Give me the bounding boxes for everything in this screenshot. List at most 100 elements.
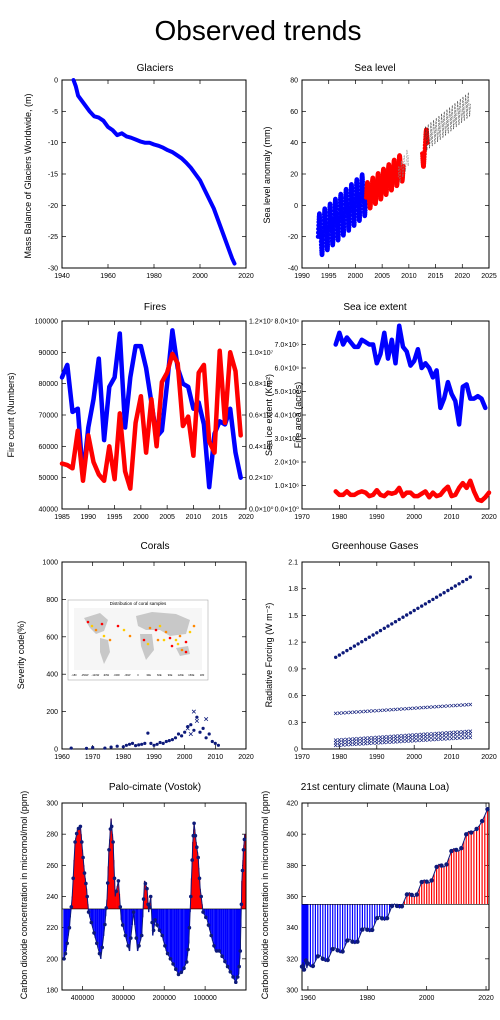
ghg-point-cfc-12 (412, 735, 417, 740)
inset-tick-label: 150E (188, 673, 194, 677)
ghg-point-co2 (334, 655, 338, 659)
sea-level-point (328, 211, 334, 217)
coral-sample-inset-map: Distribution of coral samples -180 -150W -… (67, 599, 209, 681)
y-tick-label: 1.8 (288, 586, 298, 593)
coral-point (198, 730, 202, 734)
sea-level-point (344, 197, 350, 202)
coral-outlier-marker (191, 709, 196, 714)
data-point (439, 863, 444, 868)
coral-outlier-marker (194, 718, 200, 724)
ghg-point-n2o (337, 738, 342, 742)
y-tick-label: 40 (290, 140, 298, 147)
x-tick-label: 2020 (238, 754, 254, 761)
inset-title: Distribution of coral samples (110, 601, 167, 606)
data-point (212, 944, 216, 948)
ghg-point-n2o (408, 733, 413, 737)
y-tick-label: 400 (286, 832, 298, 839)
ghg-point-n2o (423, 732, 428, 737)
data-point (137, 944, 141, 948)
plot-area: 1970 1980 1990 2000 2010 2020 0 0.3 0.6 0.9 1.2 1.5… (288, 560, 497, 762)
ghg-point-cfc-12 (416, 735, 420, 740)
data-point (89, 920, 94, 925)
x-tick-label: 2000 (406, 754, 422, 761)
ghg-point-ch4 (356, 710, 360, 714)
y-tick-label: 180 (46, 988, 58, 995)
coral-point (91, 745, 95, 750)
y-tick-label: 340 (286, 925, 298, 932)
sea-level-point (334, 206, 339, 212)
y-tick-label: 70000 (39, 413, 59, 420)
data-point (214, 949, 219, 953)
ghg-point-n2o (348, 737, 353, 741)
data-point (114, 889, 118, 894)
coral-point (170, 738, 174, 742)
ghg-point-cfc-11 (333, 743, 338, 748)
data-point (176, 972, 181, 977)
inset-sample-point (154, 628, 158, 632)
ghg-point-co2 (453, 584, 457, 588)
sea-level-point (320, 237, 326, 242)
ghg-point-co2 (363, 637, 368, 642)
data-point (151, 928, 156, 933)
sea-level-point (331, 227, 336, 232)
data-point (301, 967, 307, 972)
data-point (141, 897, 146, 901)
inset-sample-point (116, 624, 120, 628)
x-tick-label: 2020 (238, 514, 254, 521)
y-axis-label: Sea ice extent (Km²) (264, 374, 274, 456)
data-point (201, 910, 205, 914)
data-point (155, 923, 159, 927)
data-point (129, 936, 133, 940)
series-line (63, 818, 246, 984)
ghg-point-cfc-12 (438, 733, 443, 738)
data-point (239, 902, 244, 907)
ghg-point-n2o (382, 735, 387, 739)
ghg-point-co2 (345, 648, 349, 653)
panel-corals: Corals Severity code(%) 1960 1970 1980 1990… (16, 541, 254, 761)
ghg-point-n2o (356, 736, 360, 741)
y-tick-label: 3.0×10⁶ (275, 436, 300, 443)
x-tick-label: 1985 (54, 514, 70, 521)
sea-level-point (326, 236, 331, 241)
x-tick-label: 1990 (369, 754, 385, 761)
coral-point (109, 745, 113, 749)
ghg-point-n2o (449, 730, 454, 735)
coral-point (69, 746, 73, 750)
x-tick-label: 1980 (116, 754, 132, 761)
data-point (404, 892, 410, 897)
ghg-point-ch4 (389, 707, 394, 712)
inset-tick-label: 30E (146, 673, 151, 677)
ghg-point-cfc-12 (363, 738, 368, 743)
x-tick-label: 2020 (478, 995, 494, 1002)
coral-point (207, 732, 211, 736)
x-tick-label: 1970 (85, 754, 101, 761)
sea-level-point (360, 185, 366, 191)
data-point (237, 964, 241, 969)
data-point (479, 818, 485, 824)
inset-tick-label: -150W (81, 673, 89, 677)
coral-point (134, 744, 138, 748)
sea-level-point (355, 187, 360, 192)
ghg-point-cfc-11 (382, 740, 387, 745)
y-right-tick-label: 0.6×10⁷ (249, 413, 274, 420)
panel-sea-level: Sea level Sea level anomaly (mm) 1990 199… (262, 63, 497, 280)
plot-area: 1990 1995 2000 2005 2010 2015 2020 2025 -40 -20 0 2… (288, 78, 497, 281)
ghg-point-co2 (468, 575, 472, 579)
sea-level-point (318, 221, 323, 226)
ghg-point-cfc-11 (464, 735, 469, 740)
panel-fires: Fires Fire count (Numbers) Fire area (ac… (6, 302, 303, 521)
coral-point (155, 742, 159, 746)
y-tick-label: 0 (54, 78, 58, 85)
ghg-point-cfc-11 (352, 742, 357, 747)
y-tick-label: -10 (48, 140, 58, 147)
data-point (240, 868, 245, 873)
ghg-point-cfc-12 (423, 734, 428, 739)
ghg-point-cfc-12 (341, 740, 345, 745)
y-tick-label: 2.1 (288, 560, 298, 567)
inset-sample-point (86, 620, 90, 624)
ghg-point-co2 (420, 604, 424, 608)
inset-sample-point (94, 628, 98, 632)
y-axis-label-right: Fire area (acres) (293, 382, 303, 449)
x-tick-label: 2020 (481, 754, 497, 761)
inset-sample-point (158, 624, 162, 628)
